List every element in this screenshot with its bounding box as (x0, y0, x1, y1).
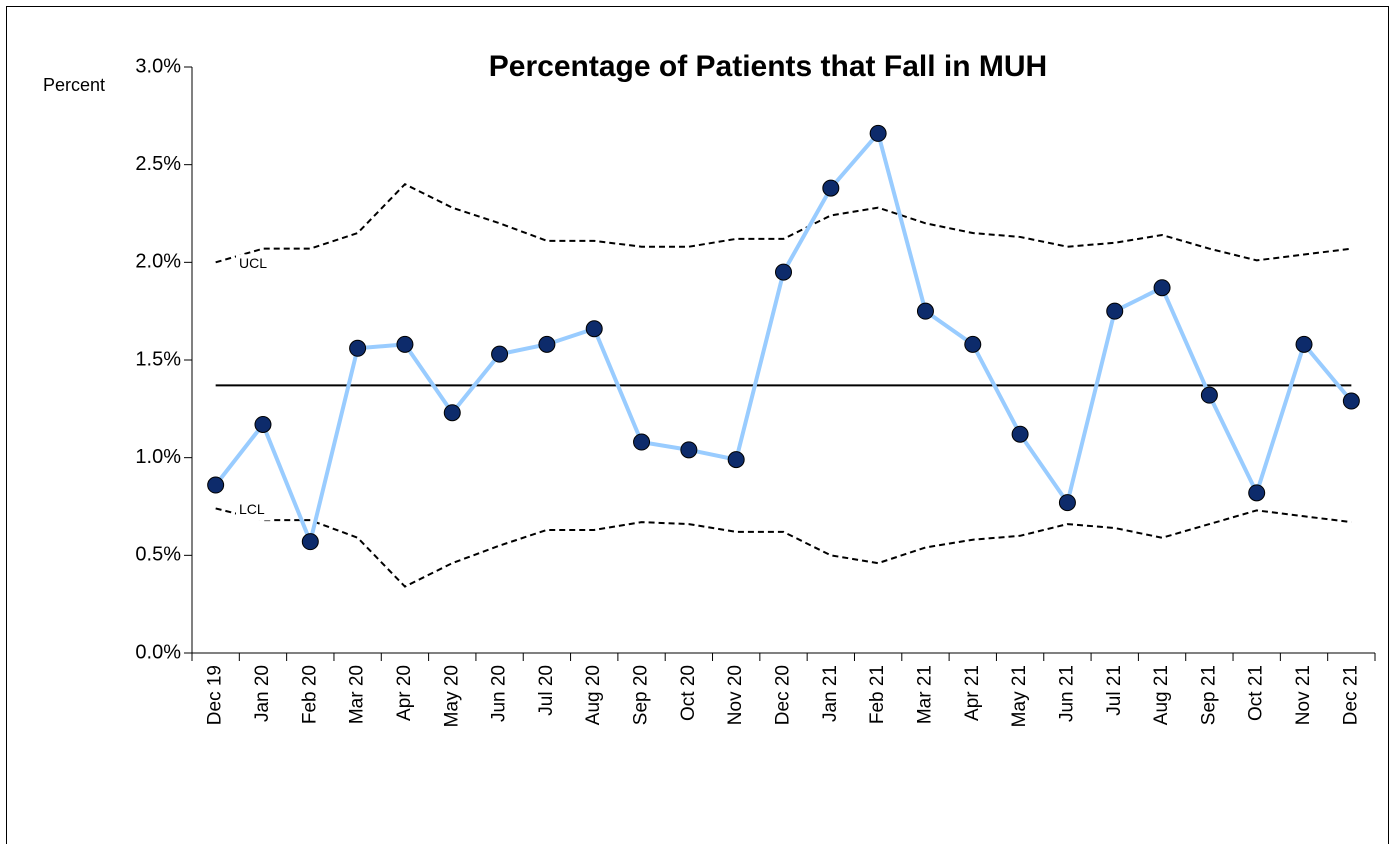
data-point (1058, 494, 1076, 512)
x-tick-label: Aug 21 (1151, 665, 1172, 725)
chart-title: Percentage of Patients that Fall in MUH (489, 50, 1047, 83)
frame (6, 6, 1389, 844)
series-line (214, 129, 1353, 549)
x-tick-label: Dec 19 (205, 665, 226, 725)
x-tick-label: Nov 20 (725, 665, 746, 725)
x-tick-label: Jul 21 (1104, 665, 1125, 716)
x-tick-label: Oct 20 (678, 665, 699, 721)
data-point (680, 441, 698, 459)
data-point (633, 433, 651, 451)
data-point (964, 335, 982, 353)
series-line (215, 182, 1352, 264)
x-tick-label: May 21 (1009, 665, 1030, 727)
y-tick-label: 0.5% (135, 544, 181, 566)
y-axis-label: Percent (43, 75, 105, 95)
data-point (727, 451, 745, 469)
x-tick-label: May 20 (441, 665, 462, 727)
data-point (869, 124, 887, 142)
data-point (1295, 335, 1313, 353)
series-label: LCL (239, 501, 265, 517)
series-line (215, 507, 1352, 588)
data-point (1248, 484, 1266, 502)
data-point (538, 335, 556, 353)
y-tick-label: 1.5% (135, 348, 181, 370)
x-tick-label: Nov 21 (1293, 665, 1314, 725)
x-tick-label: Sep 20 (631, 665, 652, 725)
data-point (491, 345, 509, 363)
x-tick-label: Feb 20 (299, 665, 320, 724)
data-point (349, 339, 367, 357)
series-label: UCL (239, 255, 267, 271)
x-tick-label: Dec 21 (1340, 665, 1361, 725)
x-tick-label: Feb 21 (867, 665, 888, 724)
x-tick-label: Jan 21 (820, 665, 841, 722)
data-point (301, 533, 319, 551)
x-tick-label: Apr 21 (962, 665, 983, 721)
x-tick-label: Jun 20 (489, 665, 510, 722)
series-label-bg (236, 254, 272, 275)
x-tick-label: Apr 20 (394, 665, 415, 721)
x-tick-label: Mar 21 (914, 665, 935, 724)
x-tick-label: Mar 20 (347, 665, 368, 724)
data-point (1153, 279, 1171, 297)
y-tick-label: 2.0% (135, 251, 181, 273)
data-point (1342, 392, 1360, 410)
x-tick-label: Aug 20 (583, 665, 604, 725)
data-point (1200, 386, 1218, 404)
y-tick-label: 1.0% (135, 446, 181, 468)
data-point (443, 404, 461, 422)
data-point (822, 179, 840, 197)
x-tick-label: Jun 21 (1056, 665, 1077, 722)
x-tick-label: Oct 21 (1246, 665, 1267, 721)
data-point (1011, 425, 1029, 443)
y-tick-label: 2.5% (135, 153, 181, 175)
data-point (254, 415, 272, 433)
data-point (1106, 302, 1124, 320)
y-tick-label: 3.0% (135, 55, 181, 77)
data-point (396, 335, 414, 353)
x-tick-label: Dec 20 (773, 665, 794, 725)
data-point (775, 263, 792, 281)
x-tick-label: Jul 20 (536, 665, 557, 716)
series-label-bg (236, 500, 272, 521)
data-point (585, 320, 603, 338)
data-point (916, 302, 934, 320)
x-tick-label: Sep 21 (1198, 665, 1219, 725)
y-tick-label: 0.0% (135, 641, 181, 663)
data-point (207, 476, 225, 494)
x-tick-label: Jan 20 (252, 665, 273, 722)
